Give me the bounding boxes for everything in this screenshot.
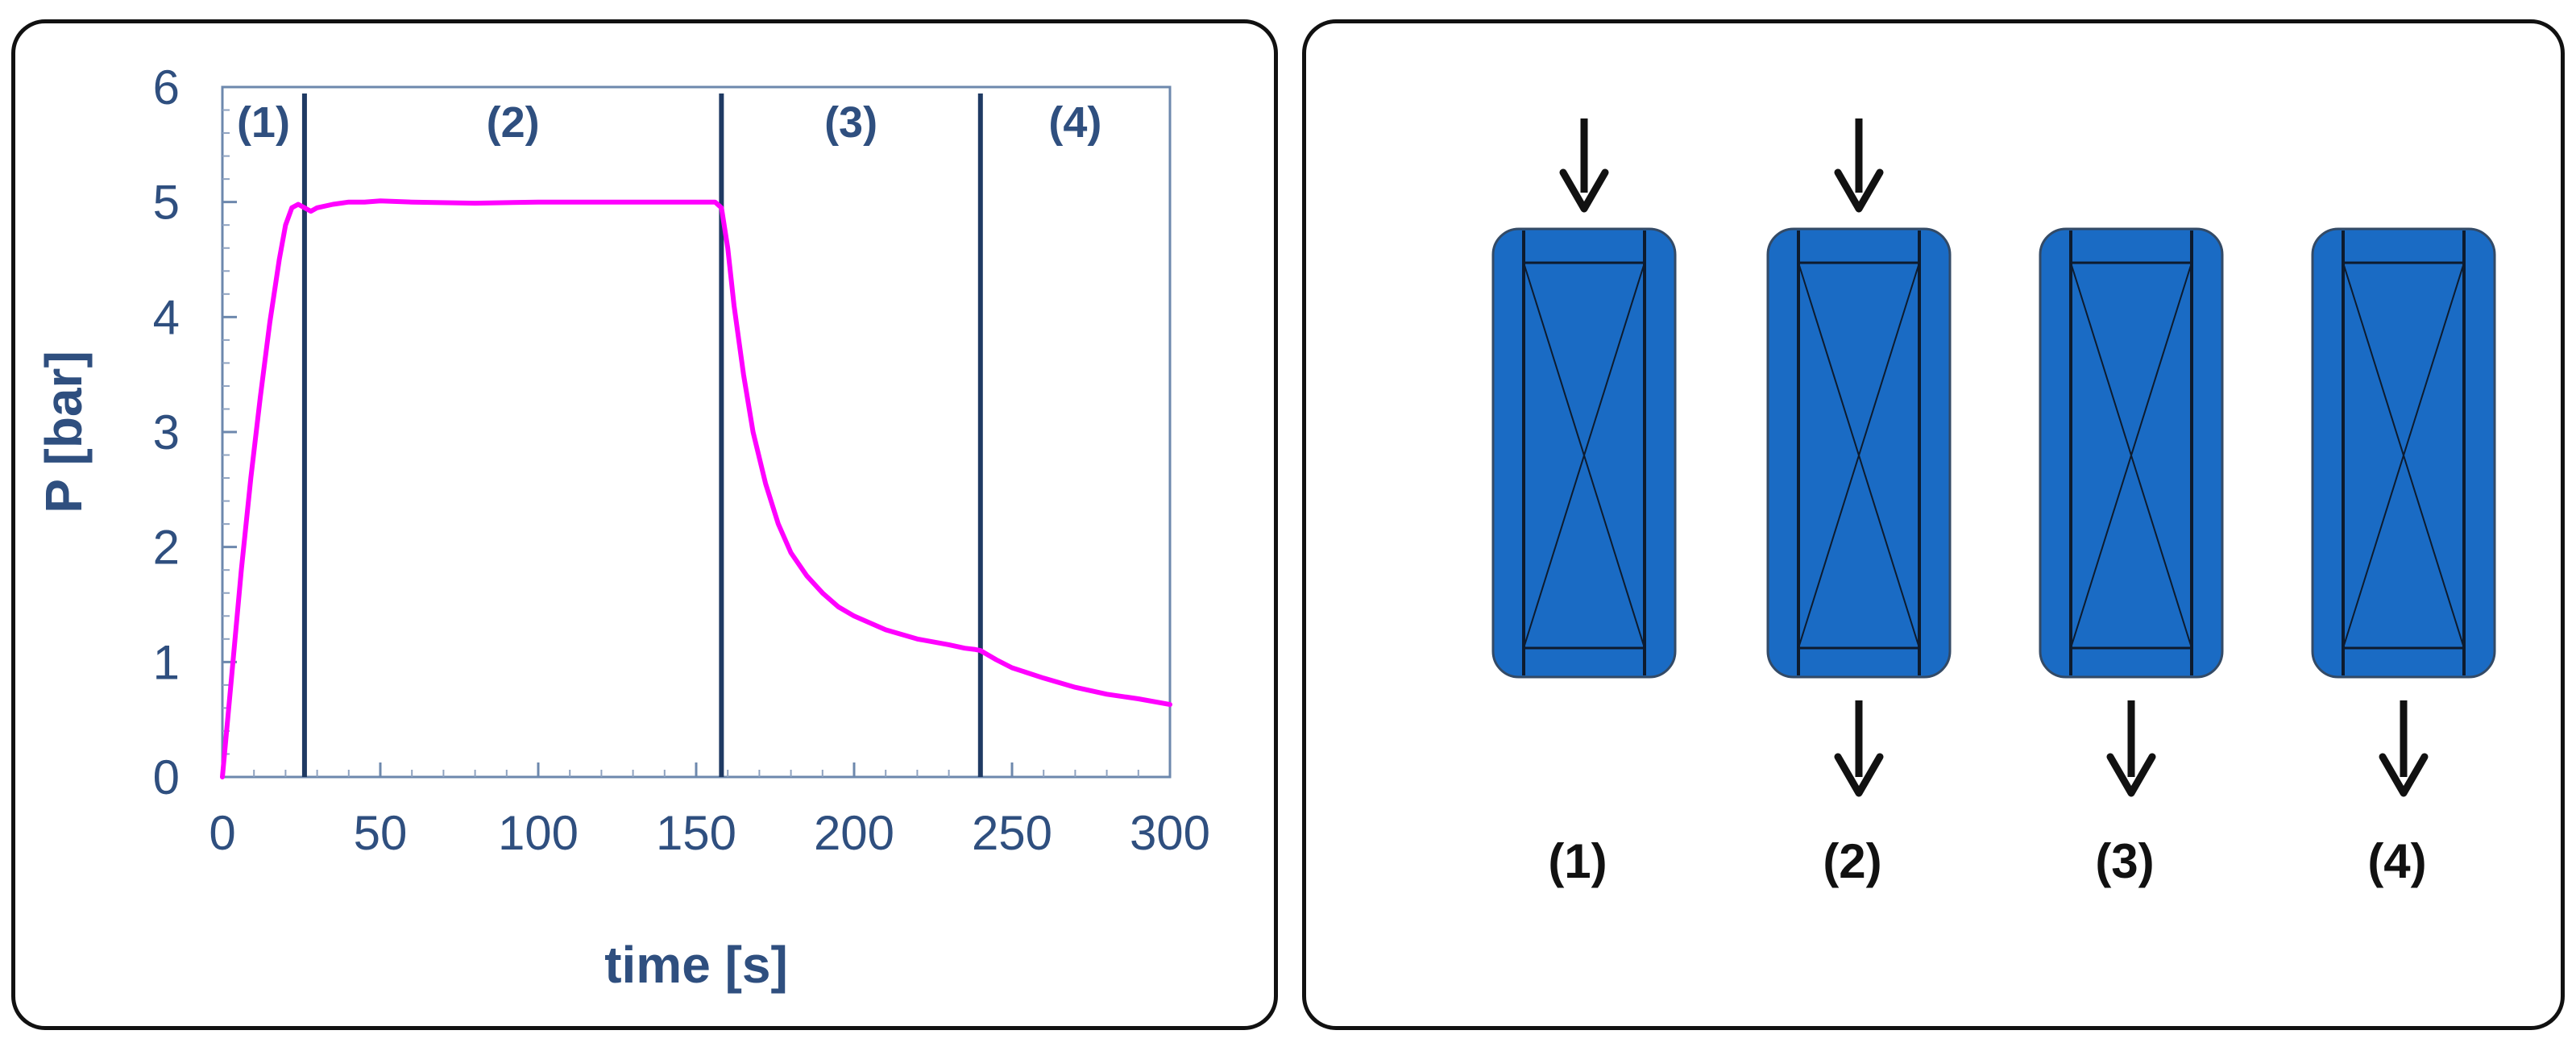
inlet-arrow-head	[1834, 168, 1884, 213]
phase-label: (1)	[237, 98, 290, 147]
phase-label: (2)	[487, 98, 540, 147]
column-diagram-panel: (1) (2) (3) (4)	[1302, 19, 2565, 1030]
arrow-down-icon	[1834, 118, 1884, 213]
x-tick-label: 50	[354, 806, 408, 860]
column-label: (3)	[2095, 834, 2154, 888]
packing-diagonal	[2070, 262, 2192, 649]
pressure-series-line	[220, 198, 1172, 779]
column-packing	[1797, 231, 1921, 675]
outlet-arrow-head	[2106, 753, 2156, 797]
arrow-down-icon	[2106, 700, 2156, 797]
y-tick-label: 5	[153, 176, 180, 230]
y-tick-label: 1	[153, 635, 180, 689]
x-axis-ticks: 0 50 100 150 200 250 300	[209, 762, 1210, 860]
y-tick-label: 4	[153, 290, 180, 344]
outlet-arrow-head	[1834, 753, 1884, 797]
column-packing	[2342, 231, 2466, 675]
packing-diagonal	[1798, 262, 1920, 649]
column-1: (1)	[1491, 118, 1677, 888]
phase-label: (4)	[1048, 98, 1101, 147]
y-axis-title: P [bar]	[35, 351, 93, 513]
column-packing	[1522, 231, 1646, 675]
x-tick-label: 300	[1130, 806, 1210, 860]
arrow-down-icon	[1834, 700, 1884, 797]
y-tick-label: 0	[153, 750, 180, 804]
x-tick-label: 150	[656, 806, 736, 860]
column-4: (4)	[2311, 227, 2496, 888]
column-label: (4)	[2367, 834, 2426, 888]
arrow-down-icon	[1559, 118, 1609, 213]
x-tick-label: 250	[972, 806, 1052, 860]
x-tick-label: 200	[814, 806, 894, 860]
outlet-arrow-head	[2379, 753, 2429, 797]
x-axis-title: time [s]	[604, 936, 788, 994]
column-3: (3)	[2039, 227, 2224, 888]
arrow-down-icon	[2379, 700, 2429, 797]
packing-diagonal	[2342, 262, 2465, 649]
y-tick-label: 6	[153, 60, 180, 114]
x-tick-label: 100	[498, 806, 579, 860]
inlet-arrow-head	[1559, 168, 1609, 213]
column-diagram: (1) (2) (3) (4)	[1491, 118, 2496, 888]
column-packing	[2069, 231, 2193, 675]
column-2: (2)	[1766, 118, 1952, 888]
y-tick-label: 2	[153, 521, 180, 575]
x-tick-label: 0	[209, 806, 235, 860]
column-label: (2)	[1823, 834, 1881, 888]
phase-label: (3)	[824, 98, 877, 147]
y-axis-ticks: 0 1 2 3 4 5 6	[153, 60, 237, 804]
phase-labels: (1) (2) (3) (4)	[237, 98, 1101, 147]
column-label: (1)	[1548, 834, 1607, 888]
packing-diagonal	[1523, 262, 1645, 649]
phase-lines	[301, 93, 983, 777]
y-tick-label: 3	[153, 405, 180, 459]
